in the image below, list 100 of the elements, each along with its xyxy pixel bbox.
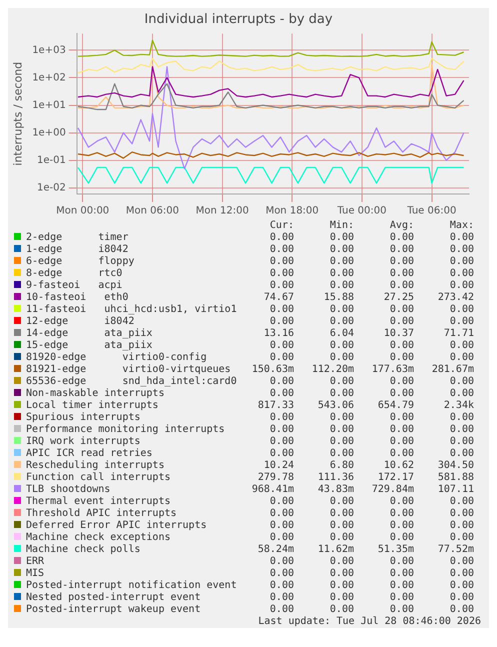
text: 0.00 <box>328 556 354 568</box>
text: 0.00 <box>388 508 414 520</box>
legend-label: Nested posted-interrupt event <box>26 592 202 604</box>
text: 543.06 <box>316 400 354 412</box>
legend-label: 8-edge rtc0 <box>26 268 124 280</box>
legend-label: Non-maskable interrupts <box>26 388 166 400</box>
text: 281.67m <box>430 364 474 376</box>
text: 71.71 <box>442 328 474 340</box>
text: 273.42 <box>436 292 474 304</box>
text: 172.17 <box>376 472 414 484</box>
text: 58.24m <box>256 544 294 556</box>
legend-label: 1-edge i8042 <box>26 244 130 256</box>
text: 817.33 <box>256 400 294 412</box>
text: 0.00 <box>268 316 294 328</box>
text: 0.00 <box>448 280 474 292</box>
text: 51.35m <box>376 544 414 556</box>
text: 0.00 <box>270 304 294 315</box>
text: 0.00 <box>448 580 474 592</box>
text: 150.63m <box>250 364 294 376</box>
text: 0.00 <box>268 508 294 520</box>
text: 0.00 <box>448 340 474 352</box>
legend-label: Function call interrupts <box>26 472 172 484</box>
text: 0.00 <box>328 244 354 256</box>
text: 0.00 <box>388 592 414 604</box>
text: 0.00 <box>448 268 474 280</box>
text: 0.00 <box>388 268 414 280</box>
text: 0.00 <box>388 244 414 256</box>
text: 0.00 <box>388 340 414 352</box>
text: 77.52m <box>436 544 474 556</box>
text: 0.00 <box>388 436 414 448</box>
text: 0.00 <box>268 520 294 532</box>
text: 0.00 <box>328 508 354 520</box>
text: 74.67 <box>262 292 294 304</box>
legend-label: TLB shootdowns <box>26 484 112 496</box>
legend-label: 14-edge ata_piix <box>26 328 154 340</box>
legend-label: 15-edge ata_piix <box>26 340 154 352</box>
text: 0.00 <box>268 352 294 364</box>
x-tick-label: Tue 00:00 <box>336 206 386 217</box>
legend-label: 65536-edge snd_hda_intel:card0 <box>26 376 237 388</box>
text: 0.00 <box>328 580 354 592</box>
text: 0.00 <box>328 412 354 424</box>
legend-label: 6-edge floppy <box>26 256 136 268</box>
text: 0.00 <box>388 424 414 436</box>
text: 0.00 <box>328 340 354 352</box>
x-tick-label: Mon 18:00 <box>266 206 319 217</box>
text: Avg: <box>388 220 414 232</box>
text: 0.00 <box>268 280 294 292</box>
text: 0.00 <box>268 412 294 424</box>
text: 0.00 <box>388 388 414 400</box>
text: 0.00 <box>448 232 474 244</box>
legend-label: 11-fasteoi uhci_hcd:usb1, virtio1 <box>26 304 237 316</box>
text: 0.00 <box>268 268 294 280</box>
x-tick-label: Mon 12:00 <box>196 206 249 217</box>
text: 0.00 <box>448 556 474 568</box>
text: 0.00 <box>268 532 294 544</box>
text: 0.00 <box>448 316 474 328</box>
text: 0.00 <box>268 244 294 256</box>
text: 0.00 <box>328 424 354 436</box>
chart-title: Individual interrupts - by day <box>144 12 333 28</box>
text: 0.00 <box>328 388 354 400</box>
text: 0.00 <box>328 568 354 580</box>
x-tick-label: Tue 06:00 <box>406 206 456 217</box>
text: 0.00 <box>448 412 474 424</box>
text: 0.00 <box>388 256 414 268</box>
text: 0.00 <box>268 448 294 460</box>
text: 0.00 <box>268 604 294 616</box>
legend-label: 10-fasteoi eth0 <box>26 292 130 304</box>
text: 0.00 <box>328 304 354 316</box>
legend-label: Thermal event interrupts <box>26 496 172 508</box>
text: 0.00 <box>388 556 414 568</box>
y-tick-label: 1e+03 <box>32 44 66 56</box>
text: 304.50 <box>436 460 474 472</box>
legend-label: Machine check exceptions <box>26 532 172 544</box>
text: 0.00 <box>388 520 414 532</box>
legend-label: Posted-interrupt notification event <box>26 580 237 592</box>
text: 0.00 <box>268 388 294 400</box>
text: 15.88 <box>322 292 354 304</box>
legend-label: ERR <box>26 556 46 568</box>
text: 6.80 <box>328 460 354 472</box>
text: 0.00 <box>268 556 294 568</box>
x-tick-label: Mon 06:00 <box>126 206 180 217</box>
y-tick-label: 1e+00 <box>32 127 66 138</box>
text: 0.00 <box>388 496 414 508</box>
legend-label: Machine check polls <box>26 544 142 556</box>
text: 0.00 <box>448 436 474 448</box>
text: 0.00 <box>388 568 414 580</box>
text: 10.62 <box>382 460 414 472</box>
text: 10.24 <box>262 460 294 472</box>
text: 6.04 <box>328 328 354 340</box>
text: 0.00 <box>388 280 414 292</box>
text: 0.00 <box>448 508 474 520</box>
text: 0.00 <box>388 316 414 328</box>
text: 0.00 <box>268 256 294 268</box>
text: 0.00 <box>448 496 474 508</box>
text: 111.36 <box>316 472 354 484</box>
text: 0.00 <box>388 232 414 244</box>
x-tick-label: Mon 00:00 <box>56 206 110 217</box>
y-tick-label: 1e+02 <box>32 72 66 84</box>
text: 0.00 <box>388 448 414 460</box>
text: 0.00 <box>448 520 474 532</box>
